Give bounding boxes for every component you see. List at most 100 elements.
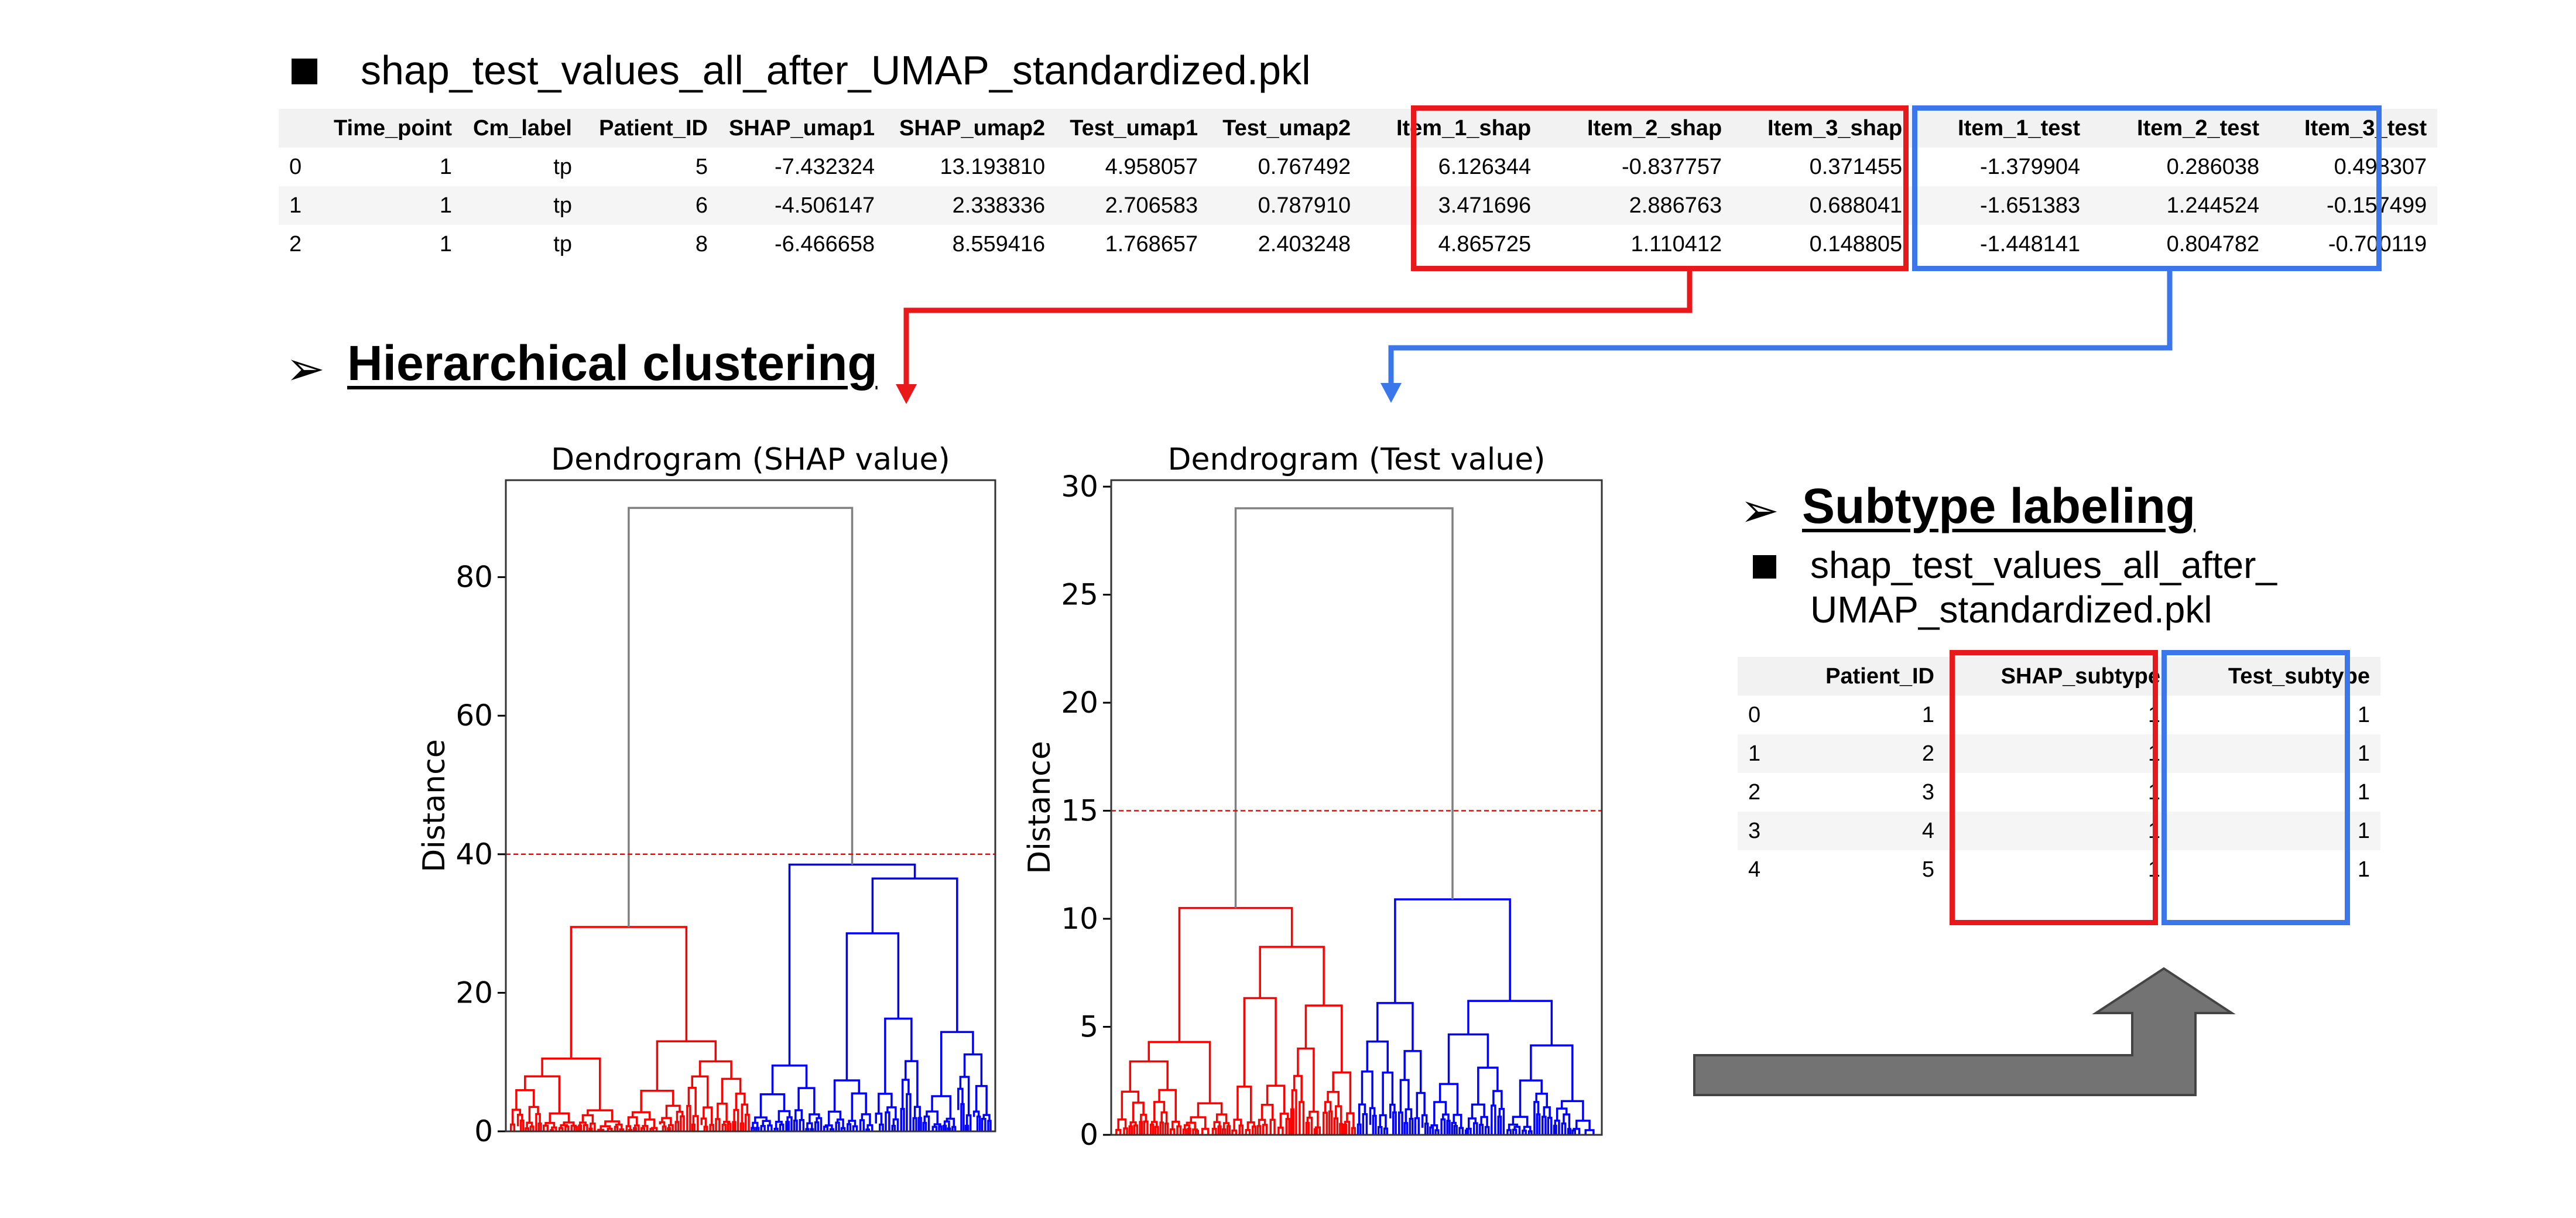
- dendrogram-link: [861, 1113, 871, 1125]
- dendrogram-link: [806, 1122, 813, 1130]
- dendrogram-link: [558, 1127, 564, 1131]
- table-cell: 0.371455: [1809, 154, 1903, 179]
- dendrogram-link: [1366, 1040, 1389, 1073]
- dendrogram-link: [1305, 1121, 1310, 1135]
- dendrogram-link: [779, 1123, 785, 1131]
- dendrogram-link: [976, 1116, 981, 1131]
- dendrogram-link: [1543, 1106, 1551, 1118]
- y-tick-label: 15: [1061, 794, 1098, 828]
- dendrogram-link: [1361, 1070, 1373, 1108]
- dendrogram-link: [1121, 1090, 1140, 1120]
- dendrogram-link: [960, 1103, 965, 1131]
- table-cell: -1.448141: [1980, 231, 2081, 256]
- dendrogram-link: [741, 1103, 749, 1124]
- dendrogram-link: [649, 1128, 655, 1131]
- dendrogram-link: [1139, 1121, 1143, 1135]
- table-cell: 1: [2357, 857, 2370, 882]
- dendrogram-link: [878, 1093, 893, 1114]
- dendrogram-link: [1129, 1060, 1169, 1092]
- dendrogram-link: [1430, 1124, 1438, 1131]
- dendrogram-link: [709, 1124, 715, 1131]
- dendrogram-link: [1377, 1125, 1383, 1135]
- blue-connector-line: [1388, 271, 2173, 385]
- column-header: Cm_label: [463, 109, 583, 148]
- table-cell: 4.865725: [1438, 231, 1532, 256]
- dendrogram-link: [691, 1123, 696, 1131]
- column-header: Item_2_shap: [1542, 109, 1733, 148]
- dendrogram-link: [1335, 1105, 1342, 1124]
- dendrogram-link: [884, 1017, 913, 1094]
- dendrogram-link: [1536, 1113, 1541, 1135]
- dendrogram-link: [1215, 1113, 1228, 1124]
- dendrogram-link: [1356, 1123, 1362, 1135]
- dendrogram-link: [721, 1077, 742, 1104]
- table-cell: 6.126344: [1438, 154, 1532, 179]
- dendrogram-link: [560, 1124, 568, 1128]
- plot-frame: [505, 479, 996, 1133]
- dendrogram-link: [1187, 1127, 1191, 1135]
- dendrogram-link: [981, 1117, 986, 1131]
- table-cell: 2.338336: [885, 186, 1056, 225]
- dendrogram-link: [1266, 1084, 1286, 1114]
- dendrogram-link: [537, 1123, 542, 1131]
- table-cell: 1.768657: [1105, 231, 1198, 256]
- table-cell: 1: [1738, 734, 1789, 773]
- dendrogram-link: [1389, 1103, 1396, 1118]
- dendrogram-link: [892, 1118, 899, 1131]
- table-cell: 1: [439, 231, 452, 256]
- table-cell: 0.787910: [1208, 186, 1362, 225]
- dendrogram-link: [1438, 1083, 1459, 1115]
- dendrogram-link: [917, 1117, 922, 1131]
- dendrogram-link: [525, 1127, 530, 1131]
- y-tick-label: 5: [1080, 1010, 1098, 1044]
- dendrogram-link: [631, 1111, 651, 1120]
- table-cell: 3: [1921, 779, 1934, 805]
- dendrogram-link: [1115, 1128, 1122, 1135]
- dendrogram-link: [1442, 1113, 1450, 1121]
- dendrogram-link: [1251, 1125, 1257, 1135]
- dendrogram-link: [1383, 1127, 1388, 1135]
- table-cell: 2: [289, 231, 302, 256]
- y-tick-label: 25: [1061, 578, 1098, 612]
- dendrogram-link: [1473, 1122, 1478, 1135]
- cluster-root-link: [788, 863, 916, 1066]
- dendrogram-link: [1243, 997, 1277, 1087]
- dendrogram-link: [1491, 1104, 1496, 1135]
- table-cell: 2.886763: [1542, 186, 1733, 225]
- dendrogram-link: [1306, 1117, 1313, 1135]
- dendrogram-link: [1176, 1125, 1182, 1135]
- table-cell: 2.403248: [1258, 231, 1351, 256]
- dendrogram-link: [793, 1119, 798, 1131]
- dendrogram-link: [1147, 1041, 1211, 1104]
- table-cell: 4.958057: [1105, 154, 1198, 179]
- dendrogram-link: [703, 1106, 713, 1125]
- chart-title: Dendrogram (SHAP value): [551, 442, 950, 477]
- column-header: Time_point: [323, 109, 463, 148]
- y-tick-label: 20: [1061, 686, 1098, 720]
- dendrogram-link: [1484, 1125, 1490, 1135]
- column-header: SHAP_umap2: [885, 109, 1056, 148]
- dendrogram-link: [1324, 1101, 1332, 1113]
- table-cell: -4.506147: [718, 186, 886, 225]
- dendrogram-link: [759, 1093, 786, 1118]
- dendrogram-link: [680, 1115, 685, 1131]
- y-tick-label: 60: [455, 699, 493, 733]
- dendrogram-link: [1362, 1113, 1368, 1135]
- file-name-heading: shap_test_values_all_after_UMAP_standard…: [361, 47, 1311, 93]
- dendrogram-link: [744, 1113, 750, 1131]
- dendrogram-link: [1542, 1116, 1547, 1135]
- table-cell: 1.110412: [1630, 231, 1722, 256]
- dendrogram-link: [885, 1111, 890, 1131]
- dendrogram-link: [1447, 1033, 1489, 1084]
- dendrogram-link: [1405, 1108, 1413, 1123]
- dendrogram-link: [1149, 1123, 1155, 1135]
- dendrogram-link: [644, 1118, 656, 1128]
- dendrogram-link: [1344, 1121, 1351, 1135]
- column-header: Item_1_test: [1913, 109, 2091, 148]
- table-cell: 5: [1921, 857, 1934, 882]
- dendrogram-link: [633, 1124, 640, 1131]
- dendrogram-link: [1186, 1121, 1196, 1130]
- dendrogram-link: [509, 1123, 516, 1131]
- column-header: Item_3_shap: [1732, 109, 1913, 148]
- cluster-root-link: [1394, 898, 1511, 1003]
